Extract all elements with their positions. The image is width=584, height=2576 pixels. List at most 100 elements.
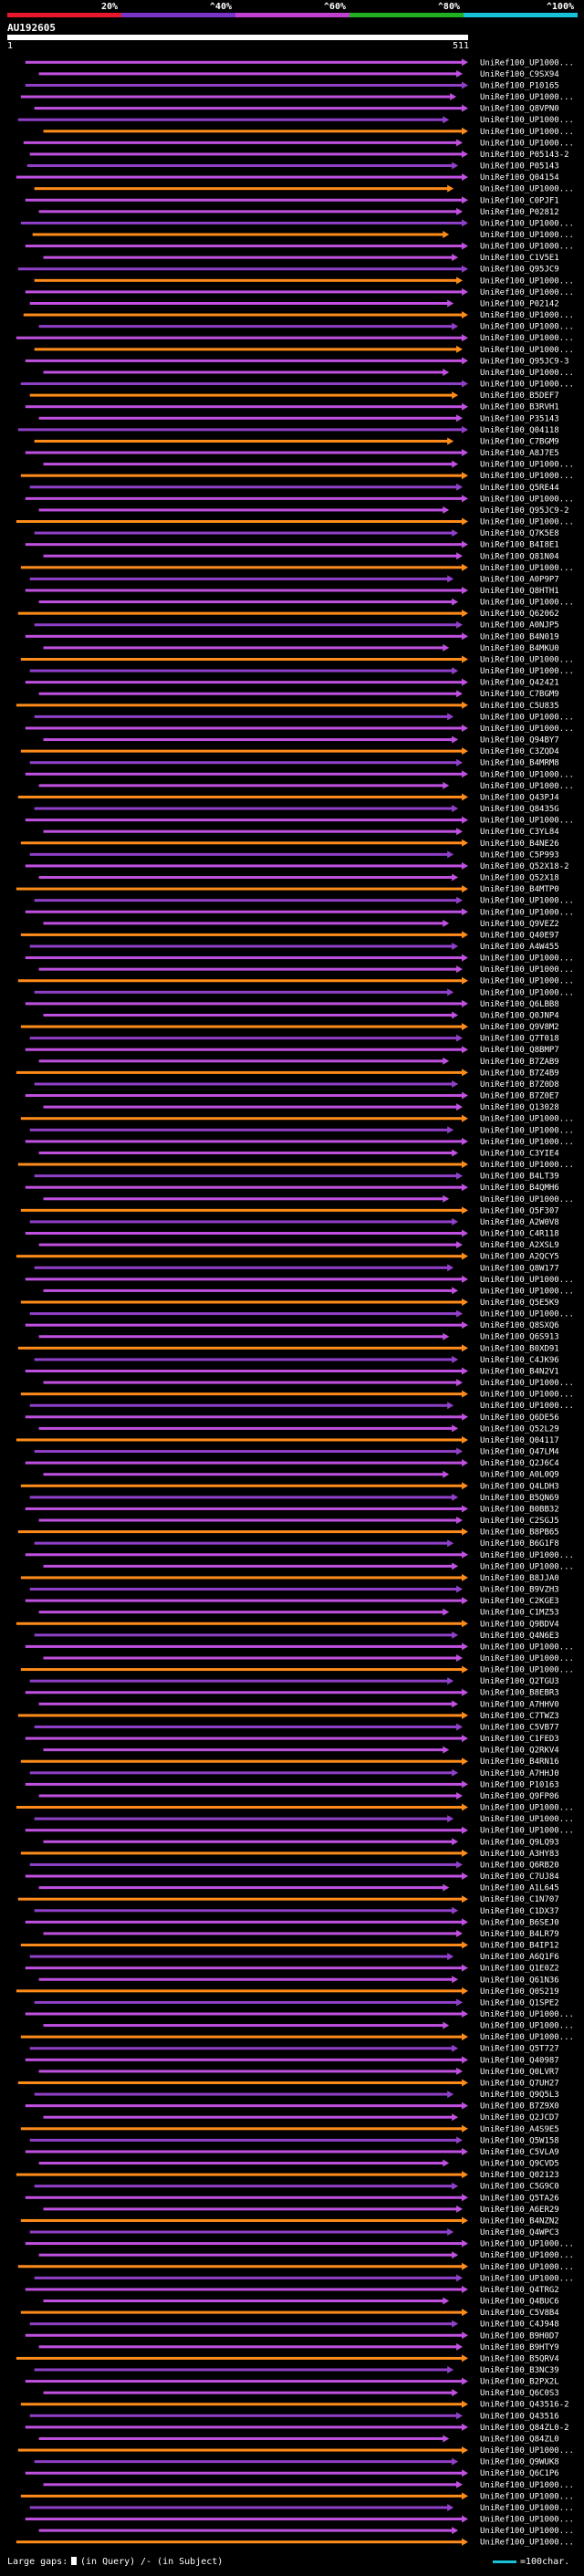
hit-id-label[interactable]: UniRef100_UP1000... xyxy=(480,1804,574,1813)
hit-row[interactable]: UniRef100_UP1000... xyxy=(34,896,574,906)
hit-id-label[interactable]: UniRef100_P02142 xyxy=(480,299,559,308)
hit-row[interactable]: UniRef100_UP1000... xyxy=(23,311,574,320)
hit-row[interactable]: UniRef100_UP1000... xyxy=(17,1161,574,1170)
hit-id-label[interactable]: UniRef100_Q6C1P6 xyxy=(480,2469,559,2478)
hit-row[interactable]: UniRef100_UP1000... xyxy=(17,2262,574,2272)
hit-id-label[interactable]: UniRef100_Q8HTH1 xyxy=(480,587,559,596)
hit-row[interactable]: UniRef100_Q2TGU3 xyxy=(29,1677,559,1686)
hit-row[interactable]: UniRef100_Q2JCD7 xyxy=(43,2113,559,2122)
hit-id-label[interactable]: UniRef100_Q9FP06 xyxy=(480,1792,559,1801)
hit-id-label[interactable]: UniRef100_B7Z9X0 xyxy=(480,2102,559,2112)
hit-id-label[interactable]: UniRef100_UP1000... xyxy=(480,1643,574,1652)
hit-id-label[interactable]: UniRef100_UP1000... xyxy=(480,323,574,332)
hit-row[interactable]: UniRef100_Q0S219 xyxy=(16,1987,559,1997)
hit-id-label[interactable]: UniRef100_B4MTP0 xyxy=(480,885,559,894)
hit-id-label[interactable]: UniRef100_B8EBR3 xyxy=(480,1689,559,1698)
hit-id-label[interactable]: UniRef100_A6Q1F6 xyxy=(480,1953,559,1962)
hit-id-label[interactable]: UniRef100_Q8435G xyxy=(480,805,559,814)
hit-row[interactable]: UniRef100_UP1000... xyxy=(34,2274,574,2283)
hit-id-label[interactable]: UniRef100_Q04154 xyxy=(480,173,559,183)
hit-id-label[interactable]: UniRef100_UP1000... xyxy=(480,495,574,504)
hit-row[interactable]: UniRef100_Q7T018 xyxy=(29,1034,559,1044)
hit-id-label[interactable]: UniRef100_C4J948 xyxy=(480,2320,559,2330)
hit-id-label[interactable]: UniRef100_Q02123 xyxy=(480,2171,559,2180)
hit-row[interactable]: UniRef100_C1N707 xyxy=(17,1895,559,1904)
hit-id-label[interactable]: UniRef100_Q04118 xyxy=(480,426,559,435)
hit-id-label[interactable]: UniRef100_UP1000... xyxy=(480,381,574,390)
hit-row[interactable]: UniRef100_C7UJ84 xyxy=(25,1872,559,1882)
hit-row[interactable]: UniRef100_A4W455 xyxy=(29,943,559,952)
hit-id-label[interactable]: UniRef100_UP1000... xyxy=(480,1379,574,1388)
hit-id-label[interactable]: UniRef100_C2KGE3 xyxy=(480,1597,559,1606)
hit-id-label[interactable]: UniRef100_UP1000... xyxy=(480,369,574,378)
hit-row[interactable]: UniRef100_B4I8E1 xyxy=(25,540,559,550)
hit-row[interactable]: UniRef100_Q6RB20 xyxy=(29,1861,559,1870)
hit-row[interactable]: UniRef100_Q4N6E3 xyxy=(34,1631,559,1641)
hit-row[interactable]: UniRef100_UP1000... xyxy=(25,1275,574,1285)
hit-row[interactable]: UniRef100_Q61N36 xyxy=(38,1976,559,1985)
hit-row[interactable]: UniRef100_UP1000... xyxy=(43,1562,574,1571)
hit-id-label[interactable]: UniRef100_Q47LM4 xyxy=(480,1448,559,1457)
hit-id-label[interactable]: UniRef100_UP1000... xyxy=(480,93,574,102)
hit-row[interactable]: UniRef100_UP1000... xyxy=(20,655,574,664)
hit-id-label[interactable]: UniRef100_UP1000... xyxy=(480,655,574,664)
hit-id-label[interactable]: UniRef100_Q95JC9 xyxy=(480,266,559,275)
hit-id-label[interactable]: UniRef100_Q61N36 xyxy=(480,1976,559,1985)
hit-row[interactable]: UniRef100_UP1000... xyxy=(38,965,574,975)
hit-id-label[interactable]: UniRef100_UP1000... xyxy=(480,461,574,470)
hit-row[interactable]: UniRef100_Q8VPN0 xyxy=(34,104,559,114)
hit-row[interactable]: UniRef100_C5U835 xyxy=(16,701,559,711)
hit-id-label[interactable]: UniRef100_C5G9C0 xyxy=(480,2183,559,2192)
hit-id-label[interactable]: UniRef100_C7TWZ3 xyxy=(480,1712,559,1721)
hit-id-label[interactable]: UniRef100_UP1000... xyxy=(480,472,574,481)
hit-id-label[interactable]: UniRef100_B4N2V1 xyxy=(480,1367,559,1376)
hit-row[interactable]: UniRef100_C4JK96 xyxy=(34,1355,559,1365)
hit-id-label[interactable]: UniRef100_Q9LQ93 xyxy=(480,1838,559,1847)
hit-row[interactable]: UniRef100_UP1000... xyxy=(20,1665,574,1675)
hit-row[interactable]: UniRef100_Q4BUC6 xyxy=(43,2297,559,2307)
hit-row[interactable]: UniRef100_C1DX37 xyxy=(34,1906,559,1916)
hit-row[interactable]: UniRef100_Q9FP06 xyxy=(38,1791,559,1801)
hit-row[interactable]: UniRef100_A6ER29 xyxy=(43,2205,559,2215)
hit-row[interactable]: UniRef100_B7Z0D8 xyxy=(34,1079,559,1090)
hit-row[interactable]: UniRef100_UP1000... xyxy=(25,58,574,68)
hit-row[interactable]: UniRef100_B9HTY9 xyxy=(38,2342,559,2352)
hit-id-label[interactable]: UniRef100_UP1000... xyxy=(480,1666,574,1675)
hit-id-label[interactable]: UniRef100_A1L645 xyxy=(480,1884,559,1893)
hit-id-label[interactable]: UniRef100_Q2RKV4 xyxy=(480,1747,559,1756)
hit-row[interactable]: UniRef100_Q52L29 xyxy=(38,1424,559,1434)
hit-row[interactable]: UniRef100_A2QCY5 xyxy=(16,1252,559,1262)
hit-row[interactable]: UniRef100_C1MZ53 xyxy=(38,1608,559,1618)
hit-id-label[interactable]: UniRef100_A4S9E5 xyxy=(480,2125,559,2134)
hit-id-label[interactable]: UniRef100_B9H0D7 xyxy=(480,2331,559,2341)
hit-row[interactable]: UniRef100_UP1000... xyxy=(43,2021,574,2031)
hit-row[interactable]: UniRef100_B7ZAB9 xyxy=(38,1057,559,1067)
hit-id-label[interactable]: UniRef100_A0L0Q9 xyxy=(480,1471,559,1480)
hit-id-label[interactable]: UniRef100_C7UJ84 xyxy=(480,1872,559,1882)
hit-row[interactable]: UniRef100_UP1000... xyxy=(25,770,574,779)
hit-row[interactable]: UniRef100_B4NE26 xyxy=(20,839,559,849)
hit-id-label[interactable]: UniRef100_Q52L29 xyxy=(480,1424,559,1434)
hit-row[interactable]: UniRef100_Q02123 xyxy=(16,2171,559,2180)
hit-id-label[interactable]: UniRef100_UP1000... xyxy=(480,2022,574,2031)
hit-row[interactable]: UniRef100_B5QRV4 xyxy=(16,2354,559,2363)
hit-row[interactable]: UniRef100_B4N2V1 xyxy=(25,1367,559,1376)
hit-row[interactable]: UniRef100_Q5F307 xyxy=(20,1206,559,1215)
hit-id-label[interactable]: UniRef100_UP1000... xyxy=(480,334,574,343)
hit-row[interactable]: UniRef100_Q04154 xyxy=(16,173,559,183)
hit-id-label[interactable]: UniRef100_Q81N04 xyxy=(480,552,559,561)
hit-id-label[interactable]: UniRef100_UP1000... xyxy=(480,2251,574,2260)
hit-id-label[interactable]: UniRef100_Q42421 xyxy=(480,679,559,688)
hit-row[interactable]: UniRef100_UP1000... xyxy=(43,1654,574,1663)
hit-row[interactable]: UniRef100_UP1000... xyxy=(43,1194,574,1205)
hit-id-label[interactable]: UniRef100_UP1000... xyxy=(480,139,574,148)
hit-row[interactable]: UniRef100_B7Z9X0 xyxy=(25,2101,559,2112)
hit-row[interactable]: UniRef100_B4RN16 xyxy=(20,1757,559,1767)
hit-row[interactable]: UniRef100_UP1000... xyxy=(20,1390,574,1400)
hit-row[interactable]: UniRef100_UP1000... xyxy=(25,1550,574,1560)
hit-id-label[interactable]: UniRef100_Q0JNP4 xyxy=(480,1011,559,1020)
hit-row[interactable]: UniRef100_B2PX2L xyxy=(25,2377,559,2387)
hit-row[interactable]: UniRef100_Q40987 xyxy=(25,2056,559,2065)
hit-row[interactable]: UniRef100_Q2J6C4 xyxy=(25,1459,559,1468)
hit-row[interactable]: UniRef100_Q0JNP4 xyxy=(43,1011,559,1020)
